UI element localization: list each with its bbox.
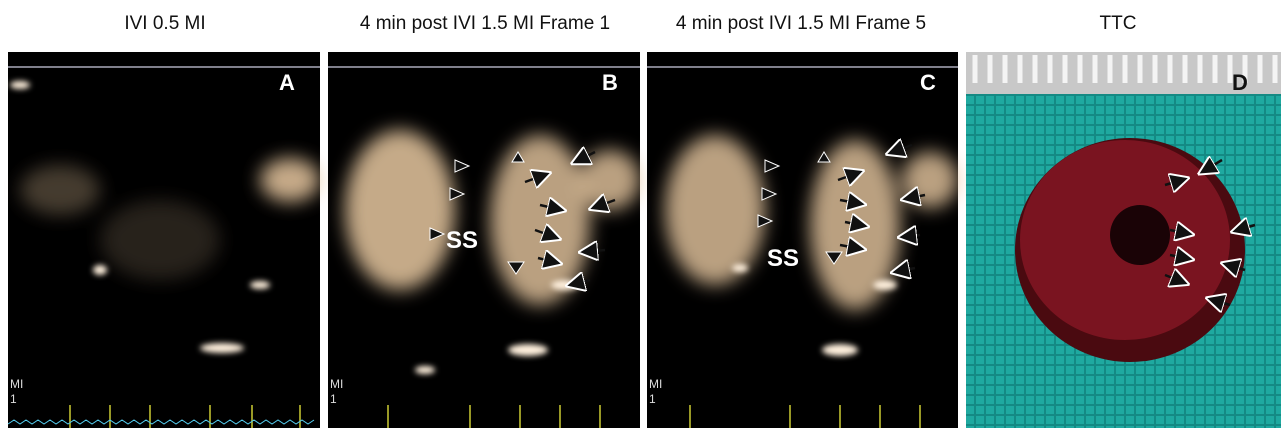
- mi-value: 1: [10, 392, 17, 406]
- ss-label: SS: [446, 227, 478, 254]
- panel-letter: B: [602, 70, 618, 95]
- mi-label: MI: [330, 377, 343, 391]
- mi-value: 1: [649, 392, 656, 406]
- panel-title: TTC: [1100, 13, 1137, 34]
- panel-c: SS C MI 1: [647, 52, 958, 428]
- figure: IVI 0.5 MI 4 min post IVI 1.5 MI Frame 1…: [0, 0, 1281, 428]
- mi-label: MI: [649, 377, 662, 391]
- panel-title: IVI 0.5 MI: [124, 13, 205, 34]
- panel-a: A MI 1: [8, 52, 320, 428]
- mi-label: MI: [10, 377, 23, 391]
- panel-d: D: [966, 52, 1281, 428]
- panel-title: 4 min post IVI 1.5 MI Frame 5: [676, 13, 926, 34]
- panel-letter: A: [279, 70, 295, 95]
- mi-value: 1: [330, 392, 337, 406]
- panel-letter: C: [920, 70, 936, 95]
- ss-label: SS: [767, 245, 799, 272]
- panel-letter: D: [1232, 70, 1248, 95]
- panel-b: SS B MI 1: [328, 52, 640, 428]
- panel-title: 4 min post IVI 1.5 MI Frame 1: [360, 13, 610, 34]
